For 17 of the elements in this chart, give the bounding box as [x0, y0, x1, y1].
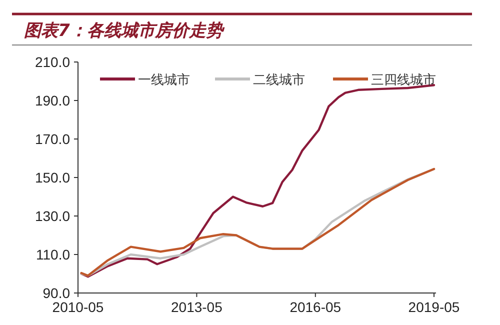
- y-tick-label: 130.0: [34, 208, 70, 224]
- y-tick-label: 170.0: [34, 131, 70, 147]
- chart-title: 图表7：各线城市房价走势: [24, 21, 225, 41]
- x-tick-label: 2016-05: [290, 299, 342, 315]
- legend-label: 二线城市: [253, 73, 305, 88]
- line-series: [80, 84, 436, 278]
- legend-label: 一线城市: [138, 73, 190, 88]
- y-tick-label: 110.0: [36, 246, 70, 262]
- y-tick-label: 90.0: [42, 285, 70, 301]
- x-tick-label: 2010-05: [52, 299, 104, 315]
- legend-label: 三四线城市: [371, 73, 436, 88]
- x-tick-label: 2013-05: [171, 299, 223, 315]
- y-tick-label: 210.0: [34, 54, 70, 70]
- line-series: [80, 168, 436, 277]
- y-tick-label: 190.0: [34, 92, 70, 108]
- y-tick-label: 150.0: [34, 170, 70, 186]
- x-tick-label: 2019-05: [408, 299, 460, 315]
